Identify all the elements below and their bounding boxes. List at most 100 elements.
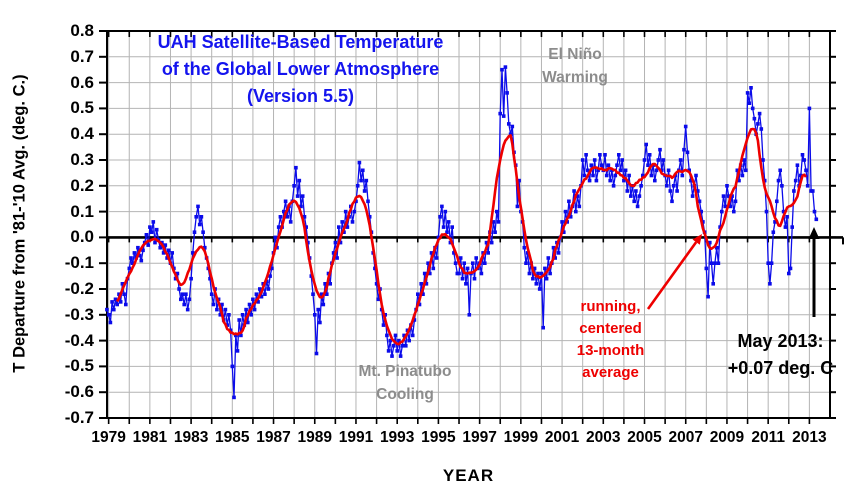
data-point [670, 199, 674, 204]
data-point [115, 302, 119, 307]
y-tick-label: 0.5 [70, 98, 94, 118]
data-point [386, 349, 391, 353]
data-point [306, 240, 310, 245]
grid-lines [107, 31, 830, 418]
data-point [367, 215, 372, 219]
data-point [113, 297, 118, 302]
y-tick-label: -0.6 [64, 382, 94, 402]
data-point [737, 178, 741, 183]
data-point [708, 240, 712, 245]
data-point [211, 302, 216, 307]
data-point [139, 258, 144, 263]
data-point [129, 256, 133, 260]
data-point [149, 230, 154, 234]
data-point [110, 300, 114, 304]
data-point [252, 307, 257, 312]
data-point [319, 292, 324, 296]
data-point [584, 153, 588, 157]
data-point [642, 158, 647, 162]
x-tick-label: 1999 [503, 429, 539, 446]
data-point [343, 209, 348, 214]
x-tick-label: 2009 [709, 429, 745, 446]
data-point [589, 163, 594, 167]
data-point [268, 274, 272, 278]
data-point [694, 173, 698, 178]
data-point [192, 230, 197, 234]
data-point [393, 333, 398, 338]
data-point [388, 338, 393, 343]
data-point [357, 160, 362, 165]
data-point [203, 245, 207, 250]
x-tick-label: 2001 [544, 429, 580, 446]
x-tick-label: 2013 [792, 429, 827, 446]
data-point [249, 313, 253, 317]
data-point [374, 282, 379, 286]
plot-border [106, 30, 831, 419]
data-point [744, 168, 748, 173]
data-point [446, 220, 451, 224]
data-point [441, 225, 446, 229]
data-point [381, 323, 386, 327]
data-point [704, 266, 709, 271]
data-point [496, 220, 501, 224]
x-tick-label: 1995 [421, 429, 456, 446]
data-point [788, 266, 793, 271]
data-point [239, 333, 243, 338]
data-point [768, 282, 772, 286]
data-point [153, 240, 157, 245]
data-point [491, 220, 496, 224]
data-point [209, 292, 214, 296]
x-tick-label: 2007 [668, 429, 703, 446]
data-point [199, 215, 204, 219]
data-point [795, 163, 800, 167]
annotation-el-nino-line2: Warming [542, 69, 608, 86]
data-point [299, 204, 303, 209]
data-point [699, 209, 703, 214]
data-point [577, 204, 582, 209]
data-point [718, 225, 722, 229]
data-point [537, 287, 542, 291]
data-point [106, 313, 111, 317]
zero-line [107, 236, 844, 245]
data-point [500, 67, 504, 72]
data-point [429, 251, 434, 255]
data-point [467, 313, 472, 317]
y-tick-label: -0.4 [64, 330, 94, 350]
data-point [311, 292, 315, 296]
data-point [452, 251, 456, 255]
chart-title-line3: (Version 5.5) [246, 86, 355, 106]
data-point [728, 204, 733, 209]
data-point [682, 147, 686, 152]
data-point [177, 287, 181, 291]
data-point [127, 266, 132, 271]
data-point [792, 189, 796, 193]
data-point [764, 209, 769, 214]
data-point [424, 282, 429, 286]
data-point [402, 333, 406, 338]
data-point [359, 178, 363, 183]
data-point [484, 240, 489, 245]
data-point [745, 91, 750, 95]
data-point [572, 189, 576, 193]
data-point [373, 266, 377, 271]
data-point [189, 276, 193, 281]
y-tick-label: -0.1 [64, 253, 94, 273]
data-point [321, 302, 326, 307]
data-point [397, 338, 401, 343]
data-point [398, 354, 403, 358]
data-point [294, 165, 298, 170]
data-point [505, 91, 509, 95]
data-point [517, 178, 521, 183]
data-point [132, 251, 137, 255]
data-point [618, 168, 623, 173]
data-point [498, 111, 502, 116]
data-point [304, 225, 308, 229]
data-point [742, 158, 746, 162]
data-point [776, 178, 781, 183]
y-tick-label: -0.3 [64, 304, 94, 324]
data-point [278, 215, 283, 219]
data-point [215, 307, 219, 312]
data-point [622, 178, 626, 183]
data-point [266, 287, 271, 291]
data-point [747, 101, 752, 105]
